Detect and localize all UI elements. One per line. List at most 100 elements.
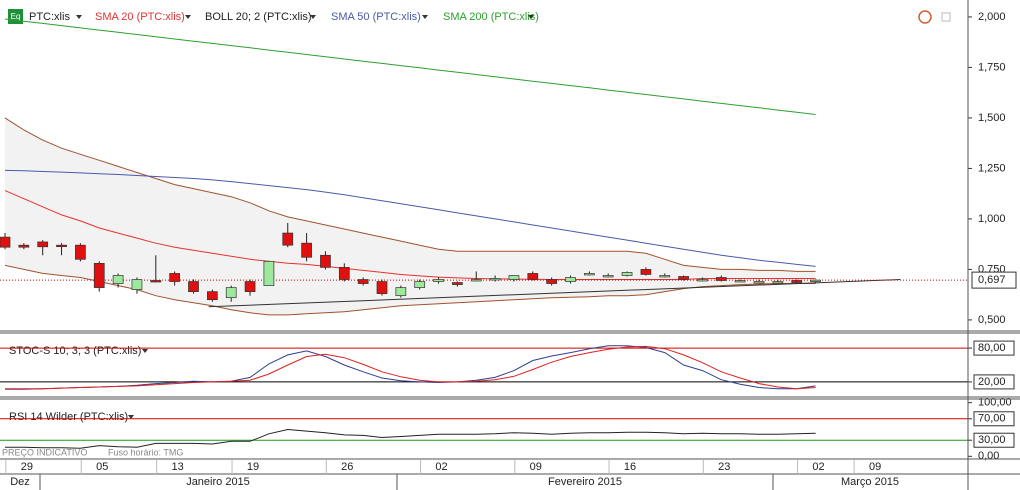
y-tick-label: 1,250 (978, 162, 1006, 174)
candle-body (301, 242, 312, 258)
footer-note: PREÇO INDICATIVO (2, 447, 87, 457)
legend-entry[interactable]: SMA 200 (PTC:xlis) (443, 11, 539, 23)
candle-body (112, 275, 124, 284)
y-tick-label: 2,000 (978, 11, 1006, 23)
legend-entry[interactable]: BOLL 20; 2 (PTC:xlis) (205, 11, 312, 23)
tick-box (973, 411, 1015, 427)
month-label: Fevereiro 2015 (548, 476, 622, 488)
candle-body (565, 277, 576, 282)
y-tick-label: 30,00 (978, 434, 1006, 446)
candle-body (583, 273, 595, 276)
dropdown-arrow[interactable] (128, 415, 134, 419)
x-tick-label: 05 (96, 461, 108, 473)
x-tick-label: 02 (435, 461, 447, 473)
indicator-line (5, 345, 816, 390)
candle-body (282, 232, 294, 246)
tick-box (973, 432, 1015, 448)
candle-body (678, 276, 689, 280)
x-tick-label: 19 (247, 461, 259, 473)
x-tick-label: 29 (21, 461, 33, 473)
x-tick-label: 16 (624, 461, 636, 473)
candle-body (376, 281, 388, 294)
dropdown-arrow[interactable] (142, 349, 148, 353)
candle-body (263, 260, 275, 286)
dropdown-arrow[interactable] (310, 15, 316, 19)
y-tick-label: 100,00 (978, 397, 1012, 409)
dropdown-arrow[interactable] (76, 15, 82, 19)
y-tick-label: 0,00 (978, 450, 999, 462)
footer-note: Fuso horário: TMG (108, 447, 183, 457)
y-tick-label: 1,500 (978, 112, 1006, 124)
y-tick-label: 70,00 (978, 413, 1006, 425)
x-tick-label: 13 (172, 461, 184, 473)
x-tick-label: 09 (869, 461, 881, 473)
candle-body (734, 280, 746, 283)
candle-body (546, 279, 558, 284)
dropdown-arrow[interactable] (528, 15, 534, 19)
x-tick-label: 02 (812, 461, 824, 473)
candle-body (602, 275, 614, 278)
candle-body (697, 279, 708, 282)
legend-entry[interactable]: SMA 50 (PTC:xlis) (331, 11, 421, 23)
window-icon[interactable] (941, 12, 951, 22)
candle-body (225, 287, 237, 299)
indicator-line (5, 428, 816, 449)
candle-body (414, 281, 426, 288)
candle-body (452, 282, 463, 285)
candle-body (433, 279, 444, 282)
candle-body (715, 277, 727, 281)
band-upper (4, 117, 816, 272)
candle-body (320, 254, 331, 268)
trendline (208, 279, 901, 308)
candle-body (395, 287, 407, 297)
candle-body (527, 273, 539, 280)
candle-body (93, 262, 105, 288)
panel-title[interactable]: STOC-S 10; 3; 3 (PTC:xlis) (9, 345, 141, 357)
candle-body (131, 279, 143, 290)
candle-body (810, 279, 821, 282)
ma-line (4, 18, 816, 115)
candle-body (772, 281, 784, 284)
x-tick-label: 09 (530, 461, 542, 473)
candle-body (56, 244, 67, 248)
candle-body (207, 291, 218, 301)
candle-body (508, 275, 520, 280)
candle-body (244, 281, 256, 292)
candle-body (188, 281, 199, 292)
tick-box (973, 374, 1015, 390)
candle-body (75, 244, 86, 260)
candle-body (640, 269, 652, 275)
legend-entry[interactable]: SMA 20 (PTC:xlis) (95, 11, 185, 23)
candle-body (470, 279, 482, 282)
candle-body (753, 281, 765, 284)
x-tick-label: 23 (718, 461, 730, 473)
candle-body (169, 273, 180, 282)
month-label: Março 2015 (841, 476, 899, 488)
y-tick-label: 0,500 (978, 314, 1006, 326)
candle-body (659, 275, 671, 278)
candle-body (37, 241, 49, 248)
last-price-box (971, 271, 1017, 289)
icon-label: Eq (11, 12, 21, 21)
month-label: Janeiro 2015 (186, 476, 250, 488)
clock-icon[interactable] (918, 10, 932, 24)
y-tick-label: 1,750 (978, 61, 1006, 73)
last-price-label: 0,697 (978, 274, 1006, 286)
x-tick-label: 26 (341, 461, 353, 473)
candle-body (357, 279, 369, 284)
ticker-label[interactable]: PTC:xlis (29, 11, 70, 23)
ma-line (4, 169, 816, 267)
tick-box (973, 340, 1015, 356)
dropdown-arrow[interactable] (185, 15, 191, 19)
month-label: Dez (10, 476, 30, 488)
dropdown-arrow[interactable] (422, 15, 428, 19)
candle-body (150, 280, 162, 283)
band-lower (4, 264, 816, 316)
panel-title[interactable]: RSI 14 Wilder (PTC:xlis) (9, 411, 128, 423)
candle-body (338, 267, 350, 280)
candle-body (18, 244, 30, 248)
band-fill (5, 117, 816, 315)
candle-body (489, 278, 501, 281)
y-tick-label: 1,000 (978, 213, 1006, 225)
